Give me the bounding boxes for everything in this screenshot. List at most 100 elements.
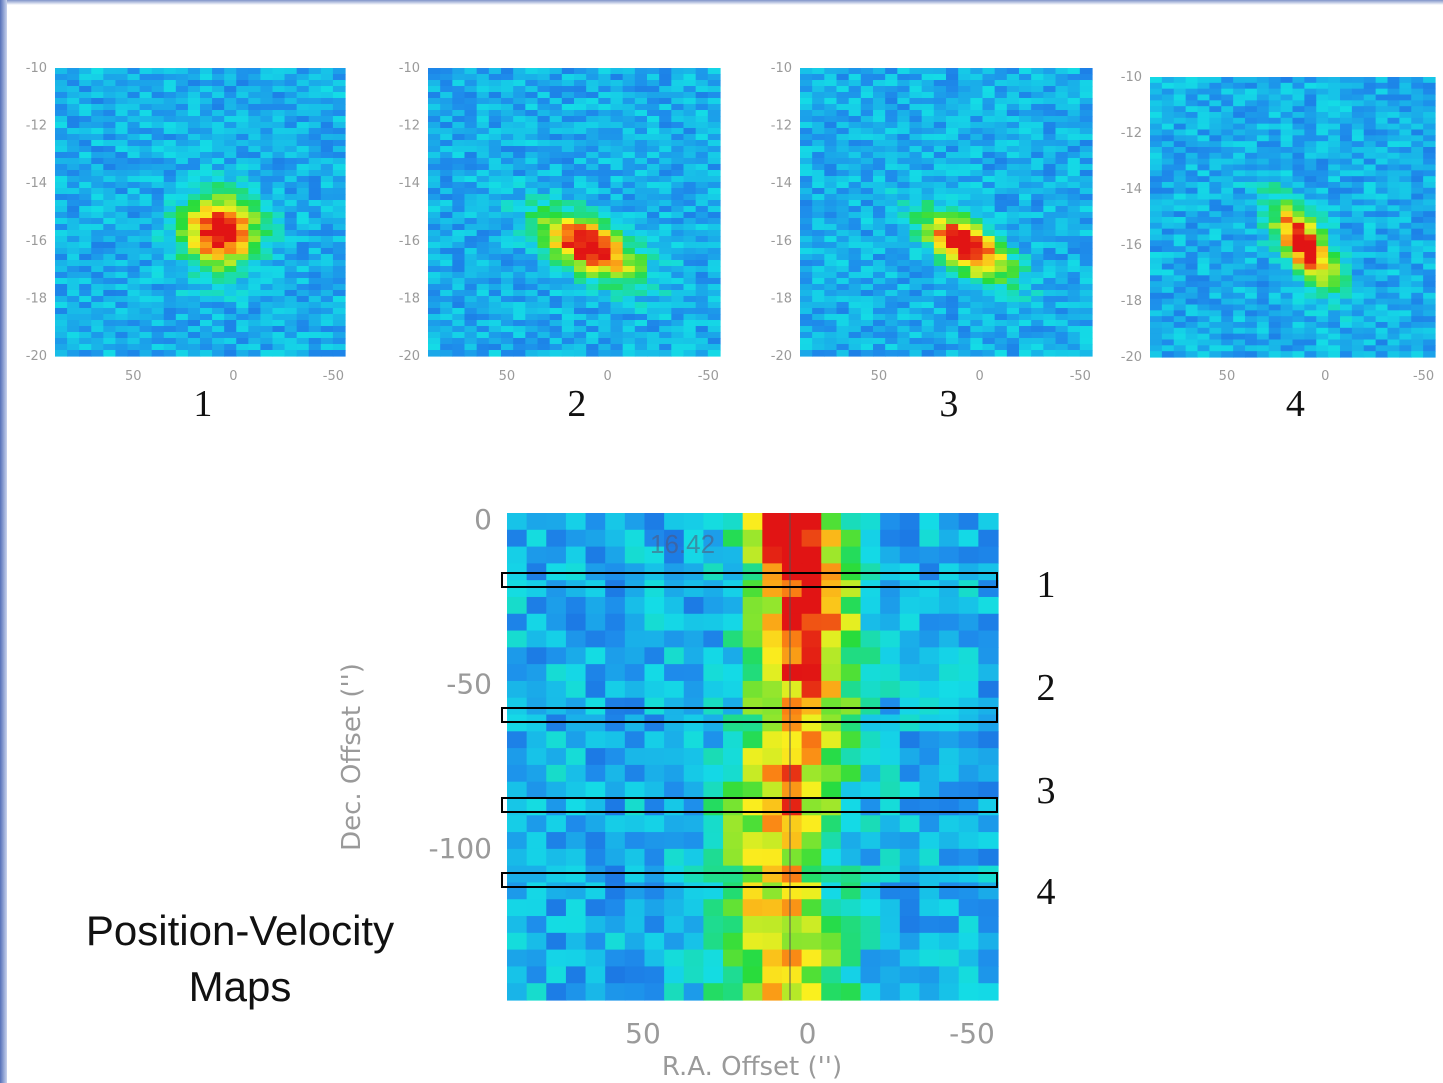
heatmap-cell <box>525 128 538 135</box>
heatmap-cell <box>824 254 837 261</box>
heatmap-cell <box>562 320 575 327</box>
heatmap-cell <box>297 80 310 87</box>
heatmap-cell <box>562 260 575 267</box>
heatmap-cell <box>837 122 850 129</box>
heatmap-cell <box>598 338 611 345</box>
heatmap-cell <box>79 308 92 315</box>
heatmap-cell <box>1411 95 1423 101</box>
heatmap-cell <box>128 104 141 111</box>
heatmap-cell <box>1388 205 1400 211</box>
heatmap-cell <box>1257 211 1269 217</box>
heatmap-cell <box>103 134 116 141</box>
heatmap-cell <box>611 122 624 129</box>
heatmap-cell <box>1233 299 1245 305</box>
heatmap-cell <box>1162 77 1174 83</box>
heatmap-cell <box>321 128 334 135</box>
heatmap-cell <box>671 200 684 207</box>
heatmap-cell <box>934 332 947 339</box>
heatmap-cell <box>885 194 898 201</box>
heatmap-cell <box>91 128 104 135</box>
heatmap-cell <box>440 344 453 351</box>
heatmap-cell <box>611 164 624 171</box>
heatmap-cell <box>1376 293 1388 299</box>
heatmap-cell <box>1186 188 1198 194</box>
heatmap-cell <box>1007 326 1020 333</box>
heatmap-cell <box>586 116 599 123</box>
heatmap-cell <box>1388 170 1400 176</box>
heatmap-cell <box>671 128 684 135</box>
heatmap-cell <box>922 254 935 261</box>
heatmap-cell <box>501 350 514 357</box>
heatmap-cell <box>465 350 478 357</box>
heatmap-cell <box>708 218 721 225</box>
heatmap-cell <box>611 338 624 345</box>
heatmap-cell <box>538 344 551 351</box>
heatmap-cell <box>934 260 947 267</box>
heatmap-cell <box>743 647 763 664</box>
heatmap-cell <box>1399 165 1411 171</box>
heatmap-cell <box>1399 223 1411 229</box>
heatmap-cell <box>1198 95 1210 101</box>
heatmap-cell <box>152 86 165 93</box>
heatmap-cell <box>260 278 273 285</box>
heatmap-cell <box>550 170 563 177</box>
heatmap-cell <box>91 110 104 117</box>
heatmap-cell <box>611 242 624 249</box>
heatmap-cell <box>525 278 538 285</box>
heatmap-cell <box>477 278 490 285</box>
heatmap-cell <box>1293 153 1305 159</box>
heatmap-cell <box>527 580 547 597</box>
heatmap-cell <box>562 74 575 81</box>
heatmap-cell <box>200 146 213 153</box>
heatmap-cell <box>200 152 213 159</box>
heatmap-cell <box>1352 310 1364 316</box>
heatmap-cell <box>635 104 648 111</box>
heatmap-cell <box>1080 110 1093 117</box>
heatmap-cell <box>115 158 128 165</box>
heatmap-cell <box>958 326 971 333</box>
heatmap-cell <box>1411 293 1423 299</box>
heatmap-cell <box>611 290 624 297</box>
heatmap-cell <box>958 290 971 297</box>
heatmap-cell <box>647 212 660 219</box>
heatmap-cell <box>1399 211 1411 217</box>
heatmap-cell <box>1364 287 1376 293</box>
heatmap-cell <box>1269 176 1281 182</box>
heatmap-cell <box>897 74 910 81</box>
heatmap-cell <box>236 206 249 213</box>
heatmap-cell <box>513 122 526 129</box>
heatmap-cell <box>1257 135 1269 141</box>
heatmap-cell <box>1068 278 1081 285</box>
heatmap-cell <box>452 176 465 183</box>
heatmap-cell <box>586 122 599 129</box>
heatmap-cell <box>164 152 177 159</box>
heatmap-cell <box>103 110 116 117</box>
heatmap-cell <box>647 290 660 297</box>
heatmap-cell <box>1245 322 1257 328</box>
heatmap-cell <box>1328 118 1340 124</box>
heatmap-cell <box>176 266 189 273</box>
heatmap-cell <box>465 332 478 339</box>
heatmap-cell <box>115 224 128 231</box>
heatmap-cell <box>1399 340 1411 346</box>
heatmap-cell <box>440 128 453 135</box>
heatmap-cell <box>440 326 453 333</box>
heatmap-cell <box>1174 100 1186 106</box>
heatmap-cell <box>1411 135 1423 141</box>
heatmap-cell <box>1209 316 1221 322</box>
heatmap-cell <box>1352 176 1364 182</box>
heatmap-cell <box>812 128 825 135</box>
heatmap-cell <box>1388 83 1400 89</box>
heatmap-cell <box>188 290 201 297</box>
heatmap-cell <box>128 152 141 159</box>
heatmap-cell <box>684 260 697 267</box>
heatmap-cell <box>79 212 92 219</box>
heatmap-cell <box>525 152 538 159</box>
heatmap-cell <box>550 80 563 87</box>
heatmap-cell <box>140 206 153 213</box>
heatmap-cell <box>164 314 177 321</box>
heatmap-cell <box>1056 296 1069 303</box>
heatmap-cell <box>200 296 213 303</box>
heatmap-cell <box>507 681 527 698</box>
heatmap-cell <box>1068 170 1081 177</box>
